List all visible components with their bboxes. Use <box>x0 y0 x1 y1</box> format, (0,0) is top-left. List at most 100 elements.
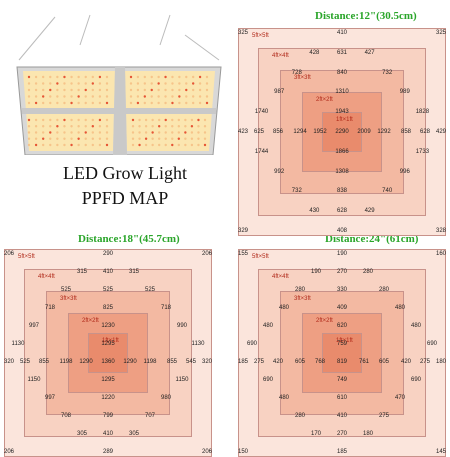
ppfd-value: 610 <box>336 395 348 401</box>
ppfd-value: 480 <box>278 305 290 311</box>
led-dot <box>164 82 167 85</box>
ppfd-value: 206 <box>201 251 213 257</box>
led-dot <box>157 82 160 85</box>
led-dot <box>150 88 153 92</box>
led-dot <box>27 118 31 122</box>
led-dot <box>131 143 135 147</box>
led-dot <box>41 95 45 98</box>
led-dot <box>190 143 194 147</box>
led-dot <box>203 131 207 134</box>
ppfd-value: 732 <box>382 69 393 76</box>
led-dot <box>190 137 194 140</box>
area-square-1ftx1ft <box>88 333 128 373</box>
ppfd-value: 1943 <box>335 109 349 116</box>
led-dot <box>143 101 147 105</box>
led-dot <box>178 75 181 79</box>
led-dot <box>190 131 194 134</box>
led-dot <box>157 131 161 134</box>
area-label: 4ft×4ft <box>38 274 55 280</box>
led-dot <box>171 82 174 85</box>
led-dot <box>70 125 73 128</box>
ppfd-value: 718 <box>160 305 172 311</box>
led-dot <box>151 118 154 122</box>
ppfd-value: 631 <box>336 49 348 56</box>
led-dot <box>177 118 181 122</box>
led-dot <box>84 82 87 85</box>
led-dot <box>164 125 167 128</box>
led-dot <box>171 143 174 147</box>
ppfd-value: 206 <box>3 251 15 257</box>
led-dot <box>184 125 187 128</box>
led-dot <box>49 101 52 105</box>
led-dot <box>91 101 95 105</box>
ppfd-value: 840 <box>336 69 348 76</box>
area-label: 1ft×1ft <box>336 338 353 344</box>
led-dot <box>91 125 95 128</box>
led-dot <box>98 95 102 98</box>
ppfd-value: 825 <box>102 305 114 311</box>
ppfd-value: 428 <box>309 49 320 56</box>
ppfd-value: 1230 <box>101 323 115 329</box>
led-dot <box>191 101 195 105</box>
ppfd-value: 1292 <box>377 129 391 135</box>
ppfd-value: 1150 <box>27 377 41 383</box>
led-dot <box>63 143 66 147</box>
led-dot <box>129 95 133 98</box>
ppfd-value: 525 <box>144 287 156 293</box>
led-dot <box>203 118 207 122</box>
led-dot <box>205 95 209 98</box>
led-dot <box>91 118 95 122</box>
ppfd-value: 768 <box>314 359 326 365</box>
ppfd-value: 1130 <box>11 341 25 347</box>
led-dot <box>105 101 109 105</box>
ppfd-value: 410 <box>102 431 114 437</box>
led-dot <box>27 95 31 98</box>
led-dot <box>27 75 31 79</box>
led-dot <box>84 88 87 92</box>
ppfd-value: 856 <box>272 129 284 135</box>
led-dot <box>136 82 140 85</box>
ppfd-value: 190 <box>310 269 322 275</box>
led-dot <box>184 143 187 147</box>
led-dot <box>197 125 200 128</box>
led-dot <box>41 137 45 140</box>
led-dot <box>205 75 209 79</box>
led-dot <box>164 118 167 122</box>
ppfd-value: 320 <box>3 359 15 365</box>
led-dot <box>105 95 109 98</box>
led-dot <box>143 88 147 92</box>
area-label: 4ft×4ft <box>272 53 289 59</box>
led-dot <box>157 101 160 105</box>
ppfd-value: 275 <box>253 359 265 365</box>
led-dot <box>27 82 31 85</box>
led-dot <box>34 125 38 128</box>
ppfd-value: 990 <box>176 323 188 329</box>
ppfd-value: 1150 <box>175 377 189 383</box>
led-dot <box>105 137 109 140</box>
ppfd-value: 1360 <box>101 359 115 365</box>
led-dot <box>56 82 59 85</box>
area-label: 3ft×3ft <box>294 75 311 81</box>
area-label: 2ft×2ft <box>316 318 333 324</box>
led-dot <box>185 101 188 105</box>
led-dot <box>136 95 140 98</box>
led-dot <box>164 137 167 140</box>
led-dot <box>91 95 95 98</box>
led-dot <box>190 125 194 128</box>
led-dot <box>171 131 174 134</box>
led-dot <box>129 88 133 92</box>
ppfd-value: 305 <box>128 431 140 437</box>
led-dot <box>144 143 148 147</box>
ppfd-value: 325 <box>237 30 249 36</box>
ppfd-value: 992 <box>274 168 285 175</box>
led-dot <box>144 125 148 128</box>
led-dot <box>49 75 52 79</box>
ppfd-value: 690 <box>410 377 422 383</box>
led-dot <box>56 95 59 98</box>
ppfd-value: 160 <box>435 251 447 257</box>
led-dot <box>63 137 66 140</box>
ppfd-value: 1828 <box>415 109 430 116</box>
led-dot <box>98 82 102 85</box>
led-dot <box>70 95 73 98</box>
led-dot <box>157 75 160 79</box>
